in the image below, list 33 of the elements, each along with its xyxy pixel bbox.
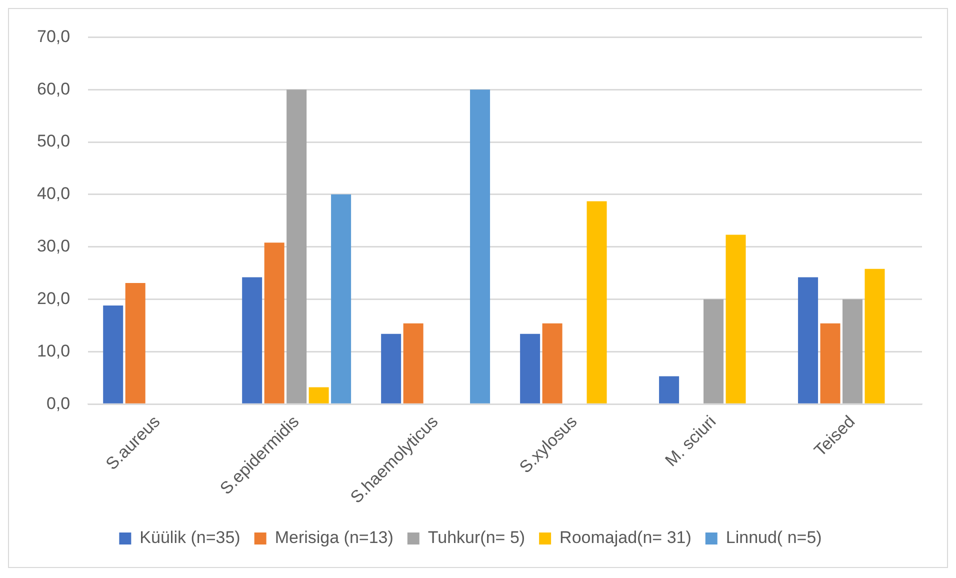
bar <box>470 90 490 404</box>
bar <box>820 323 840 404</box>
legend-label: Küülik (n=35) <box>140 528 240 548</box>
legend-label: Merisiga (n=13) <box>274 528 394 548</box>
y-tick-label: 0,0 <box>46 394 70 413</box>
bar <box>242 277 262 404</box>
bar <box>520 334 540 404</box>
bar <box>864 268 885 404</box>
y-tick-label: 60,0 <box>36 79 70 98</box>
y-tick-label: 30,0 <box>36 236 70 256</box>
legend-label: Tuhkur(n= 5) <box>428 528 526 548</box>
bar <box>103 306 124 404</box>
y-tick-label: 10,0 <box>36 341 70 360</box>
bar <box>286 90 307 404</box>
bar <box>403 323 424 404</box>
y-tick-label: 20,0 <box>36 288 70 308</box>
bar <box>542 323 562 404</box>
legend-label: Roomajad(n= 31) <box>560 528 692 548</box>
bar <box>798 277 818 404</box>
bar <box>264 242 284 404</box>
legend-label: Linnud( n=5) <box>726 528 822 548</box>
bar <box>331 194 352 404</box>
bar <box>381 334 402 404</box>
y-tick-label: 50,0 <box>36 132 70 151</box>
bar <box>586 201 607 404</box>
bar <box>704 299 724 404</box>
bar <box>308 387 329 404</box>
y-tick-label: 70,0 <box>36 26 70 46</box>
bar <box>659 376 680 404</box>
bar <box>842 299 863 404</box>
bar <box>125 283 146 404</box>
bar <box>726 234 746 404</box>
y-tick-label: 40,0 <box>36 184 70 204</box>
